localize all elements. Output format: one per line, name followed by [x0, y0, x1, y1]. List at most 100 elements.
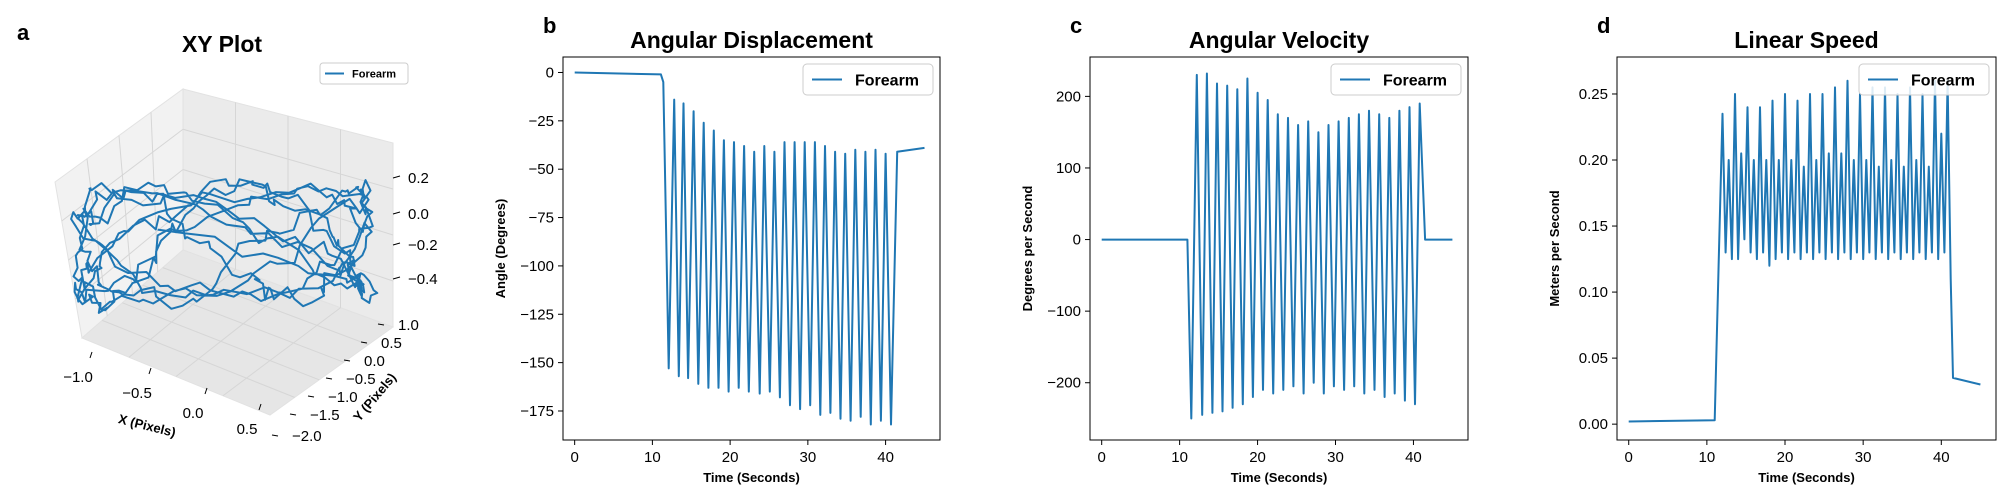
x-tick-label: −0.5: [122, 385, 152, 402]
x-tick-label: 0.5: [237, 421, 258, 438]
panel-letter: d: [1597, 13, 1610, 38]
x-tick-mark: [89, 351, 93, 359]
panel-c: c Angular Velocity 0 10 20 30 40 200 100 0 −100 −20…: [1020, 13, 1469, 485]
panel-letter: a: [17, 20, 30, 45]
x-tick-label: 0: [570, 449, 578, 466]
x-axis-label: Time (Seconds): [1758, 470, 1855, 485]
x-tick-label: 10: [1699, 449, 1716, 466]
x-tick-label: 0: [1625, 449, 1633, 466]
z-tick-label: −0.4: [408, 271, 438, 288]
grid-line: [61, 128, 184, 222]
legend-label: Forearm: [855, 73, 919, 90]
y-tick-label: 0: [546, 64, 554, 81]
y-tick-mark: [307, 395, 315, 398]
x-axis-label: Time (Seconds): [703, 470, 800, 485]
grid-line: [162, 267, 369, 346]
x-tick-label: 10: [1171, 449, 1188, 466]
y-tick-label: −100: [520, 258, 554, 275]
x-tick-label: 0: [1098, 449, 1106, 466]
x-tick-label: 20: [722, 449, 739, 466]
legend-label: Forearm: [1911, 73, 1975, 90]
chart-title: Angular Velocity: [1189, 27, 1369, 53]
chart-title: Linear Speed: [1734, 27, 1878, 53]
z-tick-label: −0.2: [408, 237, 438, 254]
y-tick-label: 200: [1056, 88, 1081, 105]
z-tick-label: 0.0: [408, 206, 429, 223]
y-tick-label: −50: [529, 161, 554, 178]
x-tick-label: −1.0: [63, 369, 93, 386]
legend-label: Forearm: [1383, 73, 1447, 90]
y-tick-label: −2.0: [292, 428, 322, 445]
plot-frame: [1089, 56, 1469, 441]
legend-label: Forearm: [352, 69, 396, 81]
x-tick-mark: [258, 403, 262, 411]
y-tick-label: −175: [520, 403, 554, 420]
series-line-forearm: [1101, 72, 1453, 420]
y-tick-label: 1.0: [398, 317, 419, 334]
plot-frame: [1616, 56, 1997, 441]
y-tick-label: 100: [1056, 160, 1081, 177]
chart-title: Angular Displacement: [630, 27, 873, 53]
y-tick-label: −125: [520, 306, 554, 323]
plot-frame: [562, 56, 941, 441]
y-tick-label: 0: [1073, 232, 1081, 249]
grid-line: [122, 302, 320, 381]
y-tick-mark: [377, 323, 385, 326]
x-tick-label: 40: [1933, 449, 1950, 466]
legend-box: [802, 63, 934, 96]
grid-line: [74, 209, 184, 300]
z-tick-label: 0.2: [408, 170, 429, 187]
legend-box: [319, 62, 409, 85]
y-tick-label: 0.10: [1579, 284, 1608, 301]
grid-line: [222, 307, 341, 397]
x-tick-mark: [204, 387, 208, 395]
z-tick-mark: [392, 211, 401, 215]
y-tick-label: 0.0: [364, 353, 385, 370]
y-tick-label: −25: [529, 113, 554, 130]
y-tick-label: −1.5: [310, 407, 340, 424]
y-tick-label: −150: [520, 355, 554, 372]
y-tick-mark: [289, 413, 297, 416]
y-tick-label: −0.5: [346, 371, 376, 388]
panel-letter: b: [543, 13, 556, 38]
z-tick-mark: [392, 175, 401, 179]
y-tick-mark: [325, 377, 333, 380]
x-axis-label: X (Pixels): [117, 411, 177, 440]
y-tick-label: 0.15: [1579, 218, 1608, 235]
x-tick-label: 30: [800, 449, 817, 466]
z-tick-mark: [392, 276, 401, 280]
x-tick-label: 40: [877, 449, 894, 466]
x-axis-label: Time (Seconds): [1231, 470, 1328, 485]
panel-d: d Linear Speed 0 10 20 30 40 0.00 0.05 0.10 0.15 0.…: [1547, 13, 1997, 485]
legend-box: [1858, 63, 1990, 96]
y-tick-label: −100: [1047, 303, 1081, 320]
panel-letter: c: [1070, 13, 1082, 38]
y-tick-label: 0.20: [1579, 152, 1608, 169]
grid-line: [128, 268, 236, 358]
x-tick-label: 40: [1405, 449, 1422, 466]
y-tick-label: −200: [1047, 375, 1081, 392]
panel-b: b Angular Displacement 0 10 20 30 40 0 −25 −50 −75…: [493, 13, 941, 485]
x-tick-mark: [148, 367, 152, 375]
x-tick-label: 20: [1777, 449, 1794, 466]
y-tick-mark: [343, 359, 351, 362]
y-tick-label: 0.05: [1579, 350, 1608, 367]
y-tick-label: 0.00: [1579, 416, 1608, 433]
series-line-forearm: [70, 178, 379, 314]
x-tick-label: 0.0: [183, 405, 204, 422]
y-tick-mark: [360, 341, 368, 344]
grid-line: [142, 284, 344, 363]
grid-line: [102, 319, 295, 398]
y-tick-mark: [271, 434, 279, 437]
grid-line: [182, 128, 394, 190]
z-tick-mark: [392, 242, 401, 246]
y-tick-label: −1.0: [328, 389, 358, 406]
x-tick-label: 10: [644, 449, 661, 466]
y-tick-label: 0.25: [1579, 86, 1608, 103]
series-line-forearm: [1628, 79, 1981, 423]
chart-title: XY Plot: [182, 31, 262, 57]
series-line-forearm: [574, 71, 925, 426]
y-axis-label: Degrees per Second: [1020, 186, 1035, 312]
